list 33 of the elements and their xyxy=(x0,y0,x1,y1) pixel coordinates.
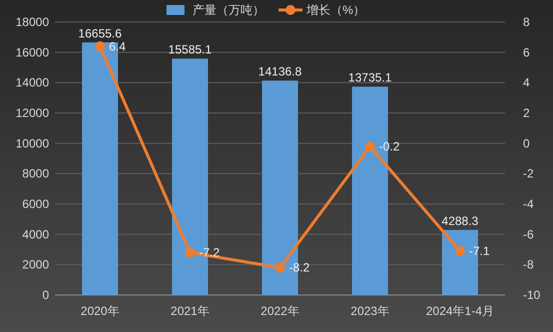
x-tick-label: 2022年 xyxy=(260,304,300,318)
data-label: 15585.1 xyxy=(168,42,212,57)
x-tick-label: 2024年1-4月 xyxy=(426,304,494,318)
y2-tick-label: -10 xyxy=(523,288,541,302)
x-tick-label: 2023年 xyxy=(350,304,390,318)
data-label: -7.2 xyxy=(199,246,220,260)
legend-label: 增长（%） xyxy=(306,3,366,17)
y2-tick-label: -8 xyxy=(523,258,534,272)
y-tick-label: 12000 xyxy=(16,106,50,120)
y2-tick-label: -4 xyxy=(523,197,534,211)
y-tick-label: 16000 xyxy=(16,45,50,60)
y-tick-label: 4000 xyxy=(22,227,50,242)
y-tick-label: 18000 xyxy=(16,15,50,29)
y2-tick-label: 2 xyxy=(523,106,530,120)
data-label: 14136.8 xyxy=(258,64,302,79)
x-tick-label: 2021年 xyxy=(170,304,210,318)
y2-tick-label: -2 xyxy=(523,166,534,181)
data-label: 13735.1 xyxy=(348,70,392,85)
y-tick-label: 14000 xyxy=(16,76,50,90)
y2-tick-label: 0 xyxy=(523,136,530,150)
y-tick-label: 6000 xyxy=(22,197,50,211)
x-tick-label: 2020年 xyxy=(80,304,120,318)
y-tick-label: 0 xyxy=(42,288,50,302)
legend-label: 产量（万吨） xyxy=(192,3,264,17)
y2-tick-label: 8 xyxy=(523,15,530,29)
y2-tick-label: 4 xyxy=(523,76,530,90)
y2-tick-label: 6 xyxy=(523,45,530,60)
data-label: 4288.3 xyxy=(442,214,479,228)
y-tick-label: 2000 xyxy=(22,258,50,272)
y-tick-label: 8000 xyxy=(22,166,50,181)
data-label: 16655.6 xyxy=(78,26,122,40)
y2-tick-label: -6 xyxy=(523,227,534,242)
y-tick-label: 10000 xyxy=(16,136,50,150)
